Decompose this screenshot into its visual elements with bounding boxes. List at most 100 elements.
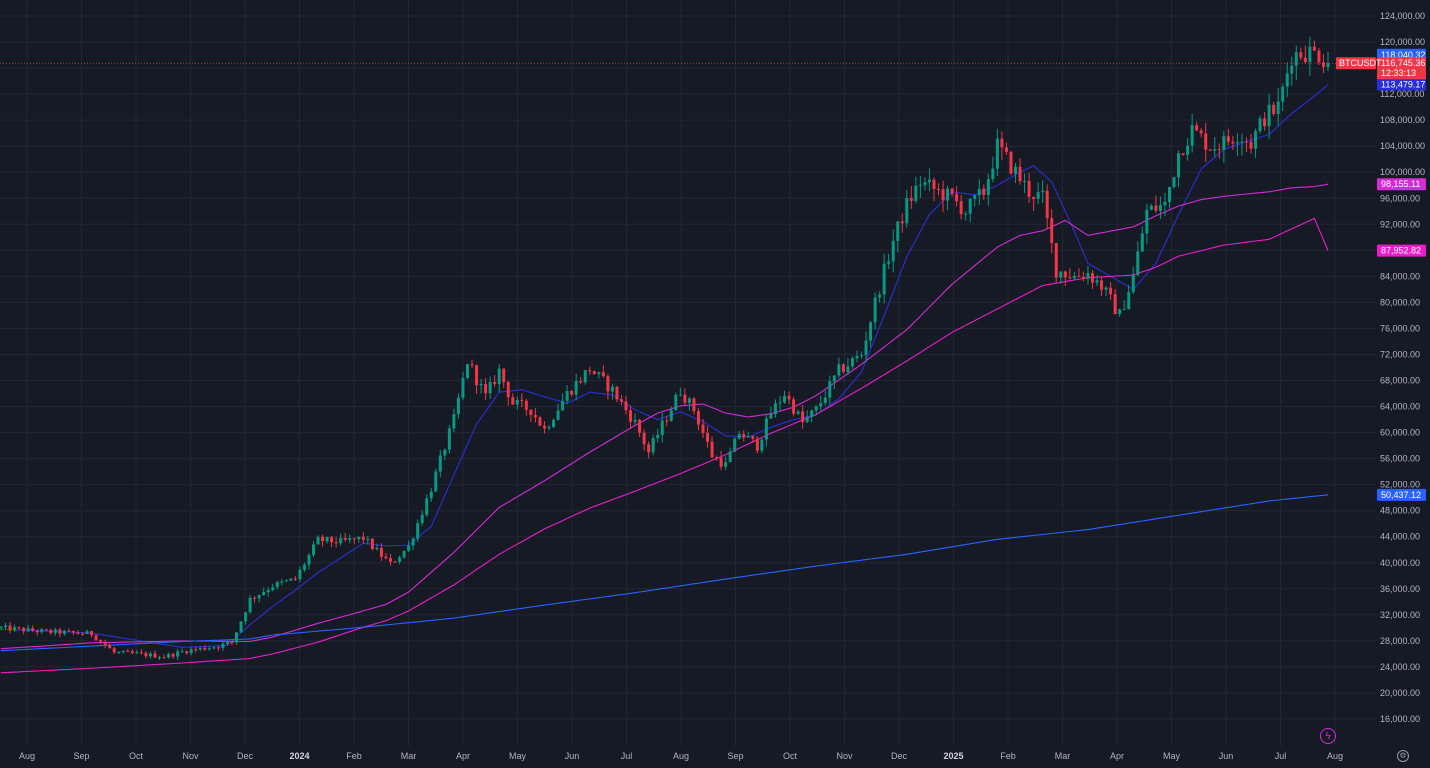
candle-body [937, 188, 941, 190]
candle-body [629, 410, 633, 422]
candle-body [0, 626, 3, 628]
candle-body [615, 386, 619, 400]
candle-body [153, 653, 157, 658]
candle-body [425, 498, 429, 515]
moving-averages [0, 84, 1329, 674]
candle-body [1272, 104, 1276, 114]
candle-body [542, 425, 546, 429]
candle-body [1122, 309, 1126, 311]
candles [0, 36, 1330, 661]
x-tick-label: May [509, 751, 527, 761]
candle-body [1285, 73, 1289, 87]
candle-body [1263, 118, 1267, 127]
candle-body [1158, 205, 1162, 211]
candle-body [470, 364, 474, 366]
candle-body [805, 416, 809, 423]
candle-body [293, 578, 297, 580]
x-tick-label: Dec [891, 751, 908, 761]
candle-body [511, 397, 515, 405]
candle-body [905, 197, 909, 224]
candle-body [950, 188, 954, 194]
candle-body [112, 648, 116, 653]
candle-body [1281, 86, 1285, 102]
candle-body [1081, 276, 1085, 279]
x-tick-label: Oct [129, 751, 144, 761]
candle-body [225, 641, 229, 644]
x-tick-label: Aug [1327, 751, 1343, 761]
candle-body [1113, 294, 1117, 314]
candle-body [638, 419, 642, 433]
candle-body [592, 371, 596, 375]
candle-body [62, 630, 66, 634]
x-tick-label: Sep [727, 751, 743, 761]
candle-body [176, 651, 180, 657]
candle-body [158, 657, 162, 659]
y-tick-label: 108,000.00 [1380, 115, 1425, 125]
candle-body [302, 564, 306, 570]
candle-body [832, 375, 836, 382]
x-tick-label: Mar [401, 751, 417, 761]
candle-body [330, 536, 334, 543]
candle-body [742, 433, 746, 438]
candle-body [1068, 277, 1072, 279]
y-tick-label: 96,000.00 [1380, 193, 1420, 203]
candle-body [379, 547, 383, 557]
moving-average-line-ma100 [0, 217, 1329, 674]
candle-body [737, 433, 741, 439]
candle-body [941, 189, 945, 201]
candle-body [1131, 275, 1135, 293]
candle-body [860, 355, 864, 357]
lightning-icon[interactable]: ϟ [1320, 728, 1336, 744]
candle-body [977, 188, 981, 196]
candle-body [1036, 192, 1040, 199]
candle-body [212, 647, 216, 649]
candle-body [1217, 149, 1221, 151]
candle-body [103, 641, 107, 646]
current-price-tag [1377, 57, 1426, 80]
candle-body [280, 581, 284, 583]
candle-body [819, 403, 823, 407]
candle-body [846, 366, 850, 372]
candle-body [411, 538, 415, 546]
candle-body [529, 409, 533, 416]
candle-body [1023, 180, 1027, 182]
candle-body [506, 382, 510, 398]
candle-body [909, 197, 913, 201]
candle-body [778, 402, 782, 404]
candle-body [257, 594, 261, 599]
candle-body [1090, 273, 1094, 283]
candle-body [22, 627, 26, 632]
candle-body [678, 394, 682, 396]
candle-body [900, 221, 904, 224]
candle-body [728, 451, 732, 463]
candle-body [1294, 52, 1298, 66]
candle-body [733, 438, 737, 452]
candle-body [855, 356, 859, 359]
candle-body [1050, 218, 1054, 243]
candle-body [366, 538, 370, 540]
candle-body [1276, 101, 1280, 114]
y-tick-label: 76,000.00 [1380, 323, 1420, 333]
candle-body [601, 372, 605, 377]
candle-body [1032, 196, 1036, 199]
settings-icon[interactable]: ⚙ [1397, 750, 1409, 762]
candle-body [588, 370, 592, 372]
candle-body [26, 628, 30, 632]
candle-body [964, 213, 968, 215]
candle-body [484, 384, 488, 394]
candle-body [407, 545, 411, 551]
candle-body [547, 427, 551, 429]
candle-body [665, 420, 669, 422]
symbol-tag [1336, 57, 1376, 70]
candle-body [1104, 287, 1108, 290]
candle-body [719, 457, 723, 467]
price-tags: 118,040.32 113,479.17 98,155.11 87,952.82 50… [1336, 48, 1426, 501]
candle-body [810, 410, 814, 417]
candle-body [180, 651, 184, 653]
y-tick-label: 56,000.00 [1380, 454, 1420, 464]
candle-body [841, 364, 845, 372]
candle-body [447, 428, 451, 450]
candle-body [235, 632, 239, 643]
